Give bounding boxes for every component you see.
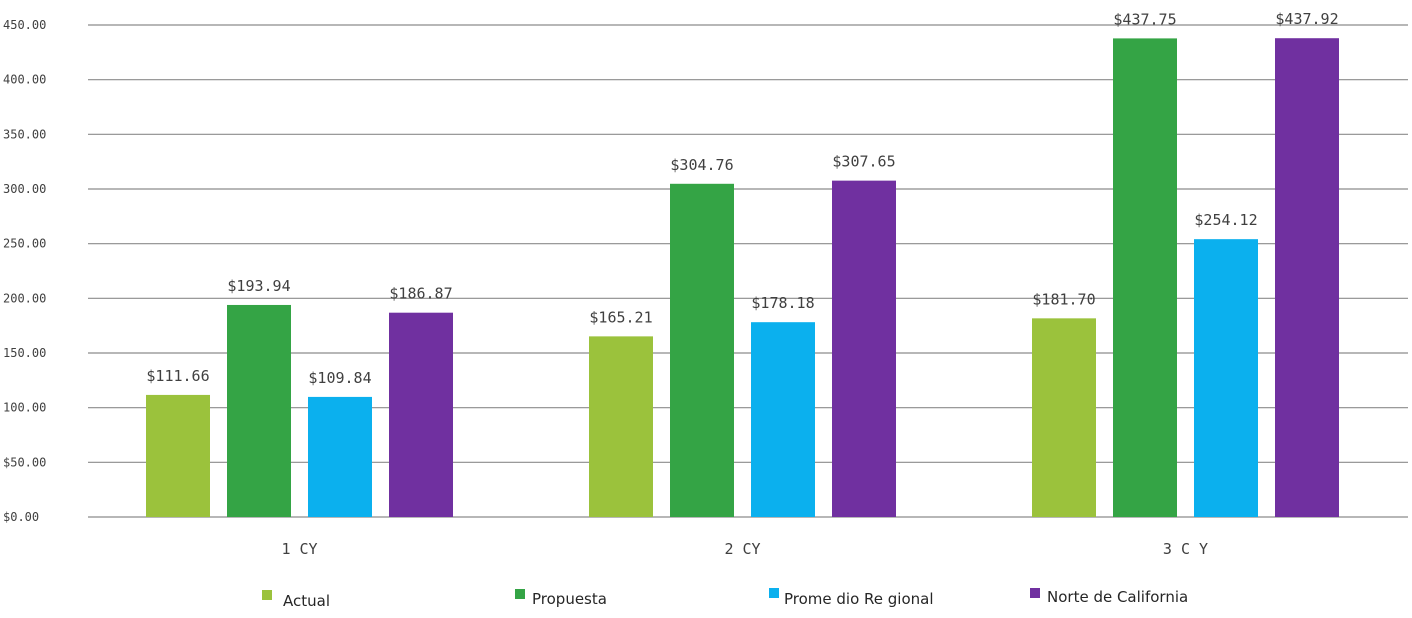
- data-label: $181.70: [1032, 290, 1095, 308]
- data-label: $307.65: [832, 153, 895, 171]
- y-axis-tick-labels: $0.00 $50.00 100.00 150.00 200.00 250.00 300.0…: [3, 18, 46, 524]
- bar-1-1: [146, 394, 210, 517]
- data-label: $304.76: [670, 156, 733, 174]
- y-tick-label: 100.00: [3, 401, 46, 415]
- data-label: $193.94: [227, 277, 290, 295]
- bar-4-3: [1275, 38, 1339, 518]
- bar-1-3: [1032, 318, 1096, 517]
- y-tick-label: $50.00: [3, 455, 46, 469]
- bar-2-2: [670, 183, 734, 518]
- bar-4-1: [389, 312, 453, 517]
- data-label: $437.92: [1275, 10, 1338, 28]
- legend-label: Prome dio Re gional: [784, 590, 934, 608]
- bar-2-1: [227, 304, 291, 517]
- y-tick-label: 150.00: [3, 346, 46, 360]
- y-tick-label: $0.00: [3, 510, 39, 524]
- data-labels: $111.66 $165.21 $181.70 $193.94 $304.76 $437.…: [146, 10, 1338, 387]
- data-label: $109.84: [308, 369, 371, 387]
- bar-3-2: [751, 322, 815, 517]
- legend-swatch: [1030, 588, 1040, 598]
- data-label: $165.21: [589, 308, 652, 326]
- y-tick-label: 350.00: [3, 127, 46, 141]
- data-label: $111.66: [146, 367, 209, 385]
- legend-swatch: [515, 589, 525, 599]
- legend-label: Actual: [283, 592, 330, 610]
- data-label: $178.18: [751, 294, 814, 312]
- x-tick-label: 3 C Y: [1163, 540, 1208, 558]
- bar-2-3: [1113, 38, 1177, 517]
- legend-label: Norte de California: [1047, 588, 1188, 606]
- y-tick-label: 300.00: [3, 182, 46, 196]
- data-label: $254.12: [1194, 211, 1257, 229]
- legend-label: Propuesta: [532, 590, 607, 608]
- bar-1-2: [589, 336, 653, 517]
- y-tick-label: 450.00: [3, 18, 46, 32]
- x-tick-label: 2 CY: [724, 540, 760, 558]
- y-tick-label: 250.00: [3, 237, 46, 251]
- bar-4-2: [832, 180, 896, 518]
- x-axis-tick-labels: 1 CY 2 CY 3 C Y: [281, 540, 1208, 558]
- y-tick-label: 200.00: [3, 291, 46, 305]
- bar-3-1: [308, 396, 372, 517]
- data-label: $186.87: [389, 285, 452, 303]
- legend-swatch: [769, 588, 779, 598]
- y-tick-label: 400.00: [3, 73, 46, 87]
- bars: [146, 38, 1339, 518]
- legend: Actual Propuesta Prome dio Re gional Norte …: [262, 588, 1188, 610]
- legend-swatch: [262, 590, 272, 600]
- data-label: $437.75: [1113, 10, 1176, 28]
- bar-3-3: [1194, 239, 1258, 517]
- x-tick-label: 1 CY: [281, 540, 317, 558]
